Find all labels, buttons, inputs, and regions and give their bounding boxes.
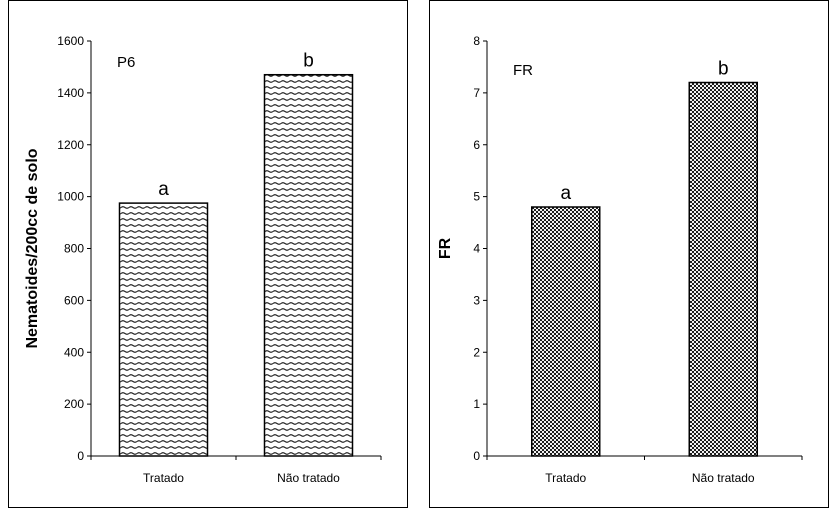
bar-significance-label: b bbox=[718, 59, 729, 80]
y-axis-label: Nematoides/200cc de solo bbox=[24, 148, 41, 348]
y-tick-label: 4 bbox=[473, 242, 480, 256]
bar-n-o-tratado bbox=[263, 73, 354, 457]
y-tick-label: 1600 bbox=[57, 34, 84, 48]
y-axis-label: FR bbox=[437, 237, 454, 259]
chart-panel-fr: 0 1 2 3 4 5 6 7 8 a Tratado b Não tratado FR FR bbox=[429, 0, 829, 508]
bar-significance-label: b bbox=[303, 51, 314, 72]
panel-label: FR bbox=[513, 62, 533, 79]
bar-n-o-tratado bbox=[688, 81, 758, 457]
y-tick-label: 1400 bbox=[57, 86, 84, 100]
y-tick-label: 200 bbox=[64, 397, 84, 411]
y-tick-label: 600 bbox=[64, 293, 84, 307]
y-tick-label: 7 bbox=[473, 86, 480, 100]
x-category-label: Tratado bbox=[545, 471, 586, 485]
y-tick-label: 400 bbox=[64, 345, 84, 359]
bar-significance-label: a bbox=[560, 183, 571, 204]
x-category-label: Não tratado bbox=[692, 471, 755, 485]
y-tick-label: 8 bbox=[473, 34, 480, 48]
y-tick-label: 0 bbox=[77, 449, 84, 463]
y-tick-label: 800 bbox=[64, 242, 84, 256]
chart-panel-p6: 0 200 400 600 800 1000 1200 1400 1600 a Tratado b Nã… bbox=[8, 0, 408, 508]
panel-label: P6 bbox=[117, 54, 135, 71]
bar-significance-label: a bbox=[158, 179, 169, 200]
y-tick-label: 6 bbox=[473, 138, 480, 152]
y-tick-label: 1 bbox=[473, 397, 480, 411]
chart-fr: 0 1 2 3 4 5 6 7 8 a Tratado b Não tratado FR FR bbox=[437, 34, 803, 485]
chart-p6: 0 200 400 600 800 1000 1200 1400 1600 a Tratado b Nã… bbox=[24, 34, 382, 485]
y-tick-label: 0 bbox=[473, 449, 480, 463]
y-tick-label: 1000 bbox=[57, 190, 84, 204]
y-tick-label: 5 bbox=[473, 190, 480, 204]
bar-tratado bbox=[118, 202, 209, 457]
y-tick-label: 2 bbox=[473, 345, 480, 359]
bar-tratado bbox=[531, 206, 601, 457]
y-tick-label: 1200 bbox=[57, 138, 84, 152]
x-category-label: Tratado bbox=[143, 471, 184, 485]
y-tick-label: 3 bbox=[473, 293, 480, 307]
x-category-label: Não tratado bbox=[277, 471, 340, 485]
